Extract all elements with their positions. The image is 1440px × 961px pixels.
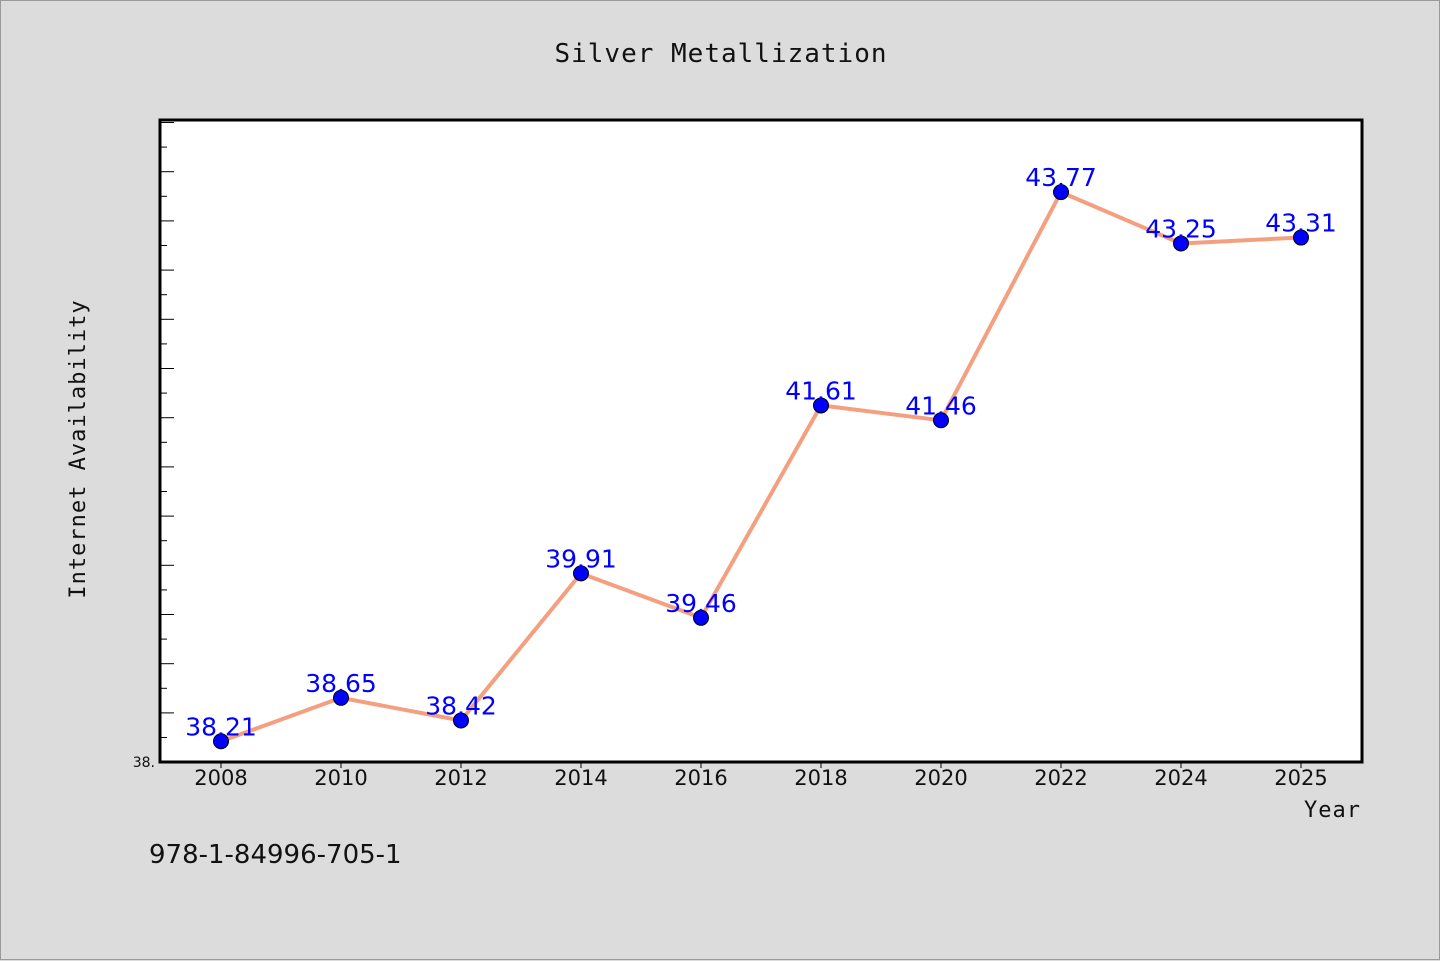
data-label: 43.25 [1145,214,1217,243]
data-point-marker [933,412,949,429]
data-point-marker [1173,235,1189,252]
y-tick-label: 38. [133,755,155,771]
series-line [220,190,1302,744]
data-label: 41.46 [905,391,977,420]
data-point-marker [213,733,229,750]
chart-title: Silver Metallization [554,39,887,69]
data-point-marker [693,609,709,626]
x-tick-label: 2008 [194,766,247,790]
markers-group [213,184,1309,750]
plot-area [158,118,1364,764]
x-tick-label: 2014 [554,766,607,790]
y-axis-ticks [160,122,174,738]
x-tick-label: 2018 [794,766,847,790]
data-point-marker [333,689,349,706]
data-label: 39.46 [665,589,737,618]
x-tick-label: 2025 [1274,766,1327,790]
x-axis-label: Year [1304,798,1361,823]
data-label: 38.42 [425,692,497,721]
data-point-marker [1053,184,1069,201]
data-labels-group: 38.21 38.65 38.42 39.91 39.46 41.61 41.46 43.77… [185,163,1337,741]
data-label: 41.61 [785,376,857,405]
x-tick-label: 2012 [434,766,487,790]
x-axis-ticks: 2008 2010 2012 2014 2016 2018 2020 2022 2024 2025 [194,762,1328,790]
data-point-marker [1293,229,1309,246]
data-label: 38.21 [185,712,257,741]
data-label: 43.77 [1025,163,1097,192]
data-label: 38.65 [305,669,377,698]
x-tick-label: 2022 [1034,766,1087,790]
data-point-marker [453,712,469,729]
footer-isbn: 978-1-84996-705-1 [149,840,402,870]
data-point-marker [813,397,829,414]
data-point-marker [573,565,589,582]
data-label: 43.31 [1265,209,1337,238]
series-line-group [220,190,1302,744]
x-tick-label: 2016 [674,766,727,790]
x-tick-label: 2024 [1154,766,1207,790]
data-label: 39.91 [545,544,617,573]
y-axis-label: Internet Availability [66,299,91,598]
x-tick-label: 2010 [314,766,367,790]
x-tick-label: 2020 [914,766,967,790]
